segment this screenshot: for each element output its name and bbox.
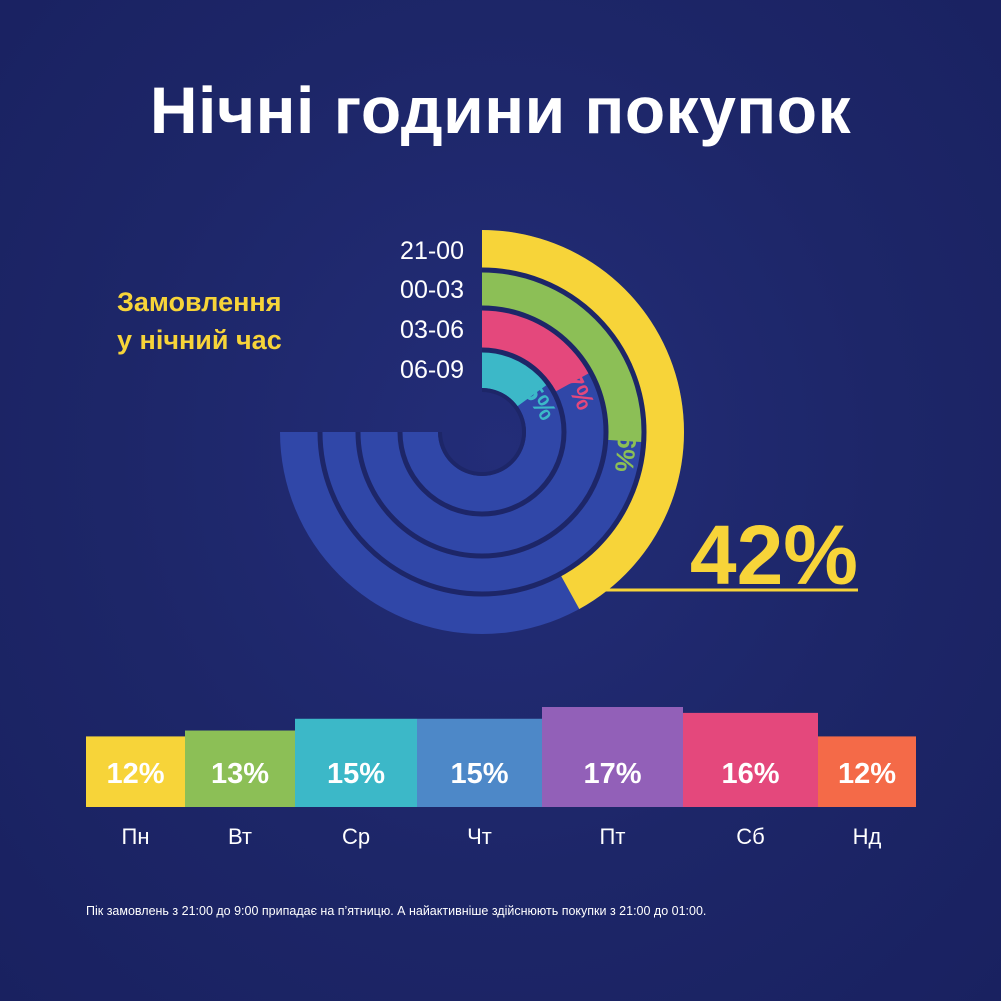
bar-value-label: 12%	[838, 758, 896, 790]
ring-category-label: 21-00	[400, 237, 464, 265]
bar-category-label: Пт	[600, 824, 626, 849]
radial-chart-title: Замовлення у нічний час	[117, 283, 337, 359]
bar-category-label: Нд	[853, 824, 882, 849]
ring-bar-21-00	[482, 230, 685, 610]
bar-category-label: Пн	[122, 824, 150, 849]
radial-chart-title-line-1: Замовлення	[117, 287, 282, 317]
bar-value-label: 16%	[721, 758, 779, 790]
ring-separator	[317, 267, 647, 597]
page-title: Нічні години покупок	[149, 73, 852, 147]
bar-category-label: Сб	[736, 824, 765, 849]
bar-Сб	[683, 712, 818, 807]
ring-bar-06-09	[482, 350, 549, 407]
bar-Нд	[818, 736, 916, 807]
bar-value-label: 17%	[583, 758, 641, 790]
bar-Чт	[417, 718, 542, 807]
bar-value-label: 13%	[211, 758, 269, 790]
radial-chart-title-line-2: у нічний час	[117, 325, 282, 355]
bar-Пн	[86, 736, 185, 807]
footnote: Пік замовлень з 21:00 до 9:00 припадає н…	[86, 904, 707, 918]
ring-value-label-main: 42%	[690, 508, 858, 602]
bar-category-label: Ср	[342, 824, 370, 849]
ring-separator	[397, 347, 567, 517]
bar-value-label: 15%	[327, 758, 385, 790]
ring-separator	[438, 388, 526, 476]
ring-category-label: 03-06	[400, 316, 464, 344]
bar-category-label: Вт	[228, 824, 252, 849]
bar-category-label: Чт	[467, 824, 492, 849]
bar-Пт	[542, 707, 683, 807]
ring-category-label: 00-03	[400, 276, 464, 304]
ring-value-label: 26%	[609, 419, 644, 474]
bar-value-label: 15%	[450, 758, 508, 790]
ring-bar-03-06	[482, 308, 591, 393]
bar-Ср	[295, 718, 417, 807]
ring-separator	[355, 305, 609, 559]
bar-Вт	[185, 730, 295, 807]
bar-value-label: 12%	[106, 758, 164, 790]
ring-category-label: 06-09	[400, 356, 464, 384]
